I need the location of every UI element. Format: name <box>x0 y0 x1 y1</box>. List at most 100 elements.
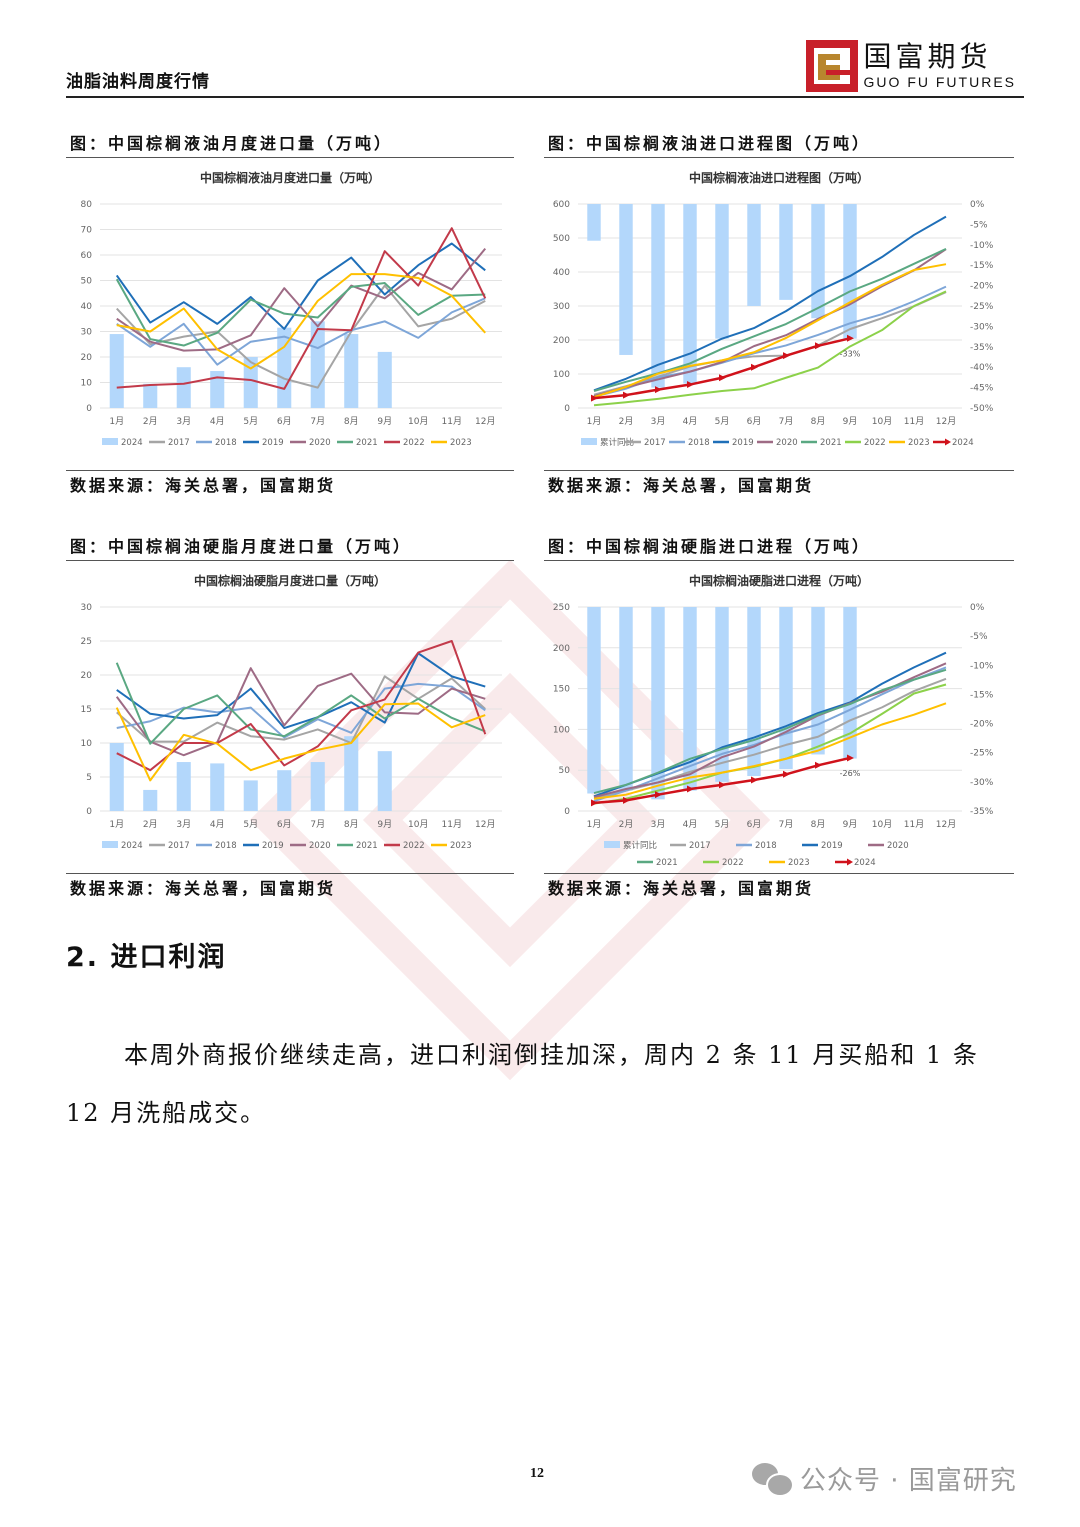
svg-text:2024: 2024 <box>854 858 876 868</box>
series-line-2018 <box>593 285 947 398</box>
bar <box>683 607 697 791</box>
series-line-2019 <box>593 215 947 392</box>
legend-item: 2018 <box>736 841 777 851</box>
chart-title: 中国棕榈液油月度进口量（万吨） <box>200 170 380 185</box>
bar <box>587 607 601 794</box>
legend-item: 2018 <box>196 841 237 851</box>
x-tick-label: 3月 <box>176 819 191 830</box>
bar <box>109 743 124 811</box>
x-tick-label: 6月 <box>277 819 292 830</box>
series-line-2021 <box>593 247 947 392</box>
y2-tick-label: -25% <box>970 749 994 759</box>
report-title: 油脂油料周度行情 <box>66 72 210 92</box>
y-tick-label: 400 <box>553 268 570 278</box>
page-header: 油脂油料周度行情 国富期货 GUO FU FUTURES <box>66 36 1024 98</box>
series-line-2021 <box>115 662 486 745</box>
x-tick-label: 7月 <box>310 416 325 427</box>
chart-palm-stearin-import-progress: 中国棕榈油硬脂进口进程（万吨） 0 50 100 150 200 250 0% -5% -10% -… <box>544 561 1014 871</box>
y-tick-label: 200 <box>553 644 570 654</box>
y-tick-label: 150 <box>553 685 570 695</box>
series-line-2021 <box>115 278 486 347</box>
series-line-2017 <box>116 284 486 389</box>
bar <box>310 762 325 811</box>
logo-mark-icon <box>805 40 858 92</box>
legend-item: 2020 <box>290 841 331 851</box>
y-tick-label: 20 <box>81 353 93 363</box>
y-tick-label: 20 <box>81 671 93 681</box>
legend-item: 2020 <box>868 841 909 851</box>
series-line-2019 <box>593 651 947 798</box>
figure-palm-olein-monthly: 图：中国棕榈液油月度进口量（万吨） 中国棕榈液油月度进口量（万吨） 0 10 20 30… <box>66 131 514 501</box>
x-tick-label: 3月 <box>176 416 191 427</box>
svg-text:2019: 2019 <box>732 438 754 448</box>
x-tick-label: 7月 <box>779 416 794 427</box>
legend-item: 累计同比 <box>604 840 657 851</box>
series-line-2023 <box>593 702 947 800</box>
legend-item: 2017 <box>625 438 666 448</box>
x-tick-label: 1月 <box>109 416 124 427</box>
y2-tick-label: -15% <box>970 261 994 271</box>
x-tick-label: 10月 <box>408 416 428 427</box>
x-tick-label: 12月 <box>936 819 956 830</box>
y-tick-label: 100 <box>553 725 570 735</box>
x-tick-label: 6月 <box>747 819 762 830</box>
x-tick-label: 3月 <box>651 416 666 427</box>
legend-item: 2020 <box>290 438 331 448</box>
y-tick-label: 0 <box>86 404 92 414</box>
y-tick-label: 0 <box>564 404 570 414</box>
bar <box>210 371 225 408</box>
y-tick-label: 30 <box>81 603 93 613</box>
x-tick-label: 1月 <box>587 819 602 830</box>
svg-text:2022: 2022 <box>722 858 744 868</box>
x-tick-label: 10月 <box>872 416 892 427</box>
chart-palm-olein-import-progress: 中国棕榈液油进口进程图（万吨） 0 100 200 300 400 500 600 0% -5% -… <box>544 158 1014 468</box>
x-tick-label: 4月 <box>210 416 225 427</box>
y-tick-label: 200 <box>553 336 570 346</box>
svg-text:累计同比: 累计同比 <box>623 840 657 851</box>
y-tick-label: 100 <box>553 370 570 380</box>
legend-item: 2023 <box>431 438 472 448</box>
legend-item: 2018 <box>669 438 710 448</box>
y2-tick-label: -45% <box>970 384 994 394</box>
wechat-account-label: 公众号 · 国富研究 <box>752 1460 1017 1497</box>
svg-text:2020: 2020 <box>309 841 331 851</box>
svg-text:2019: 2019 <box>262 438 284 448</box>
bar <box>747 607 761 777</box>
y2-tick-label: -40% <box>970 363 994 373</box>
svg-text:2023: 2023 <box>788 858 810 868</box>
bar <box>377 351 392 408</box>
svg-text:2021: 2021 <box>820 438 842 448</box>
bar <box>587 204 601 241</box>
legend-item: 2022 <box>384 841 425 851</box>
svg-text:2023: 2023 <box>450 841 472 851</box>
y-tick-label: 500 <box>553 234 570 244</box>
bar <box>779 607 793 770</box>
x-tick-label: 11月 <box>904 819 924 830</box>
y-tick-label: 30 <box>81 328 93 338</box>
legend-item: 2019 <box>802 841 843 851</box>
x-tick-label: 9月 <box>843 416 858 427</box>
x-tick-label: 2月 <box>143 819 158 830</box>
bar <box>811 204 825 319</box>
legend-item: 2022 <box>384 438 425 448</box>
y-tick-label: 10 <box>81 379 93 389</box>
y2-tick-label: -10% <box>970 241 994 251</box>
chart-title: 中国棕榈油硬脂月度进口量（万吨） <box>194 573 386 588</box>
x-tick-label: 6月 <box>747 416 762 427</box>
bar <box>176 762 191 811</box>
legend-item: 2021 <box>337 438 378 448</box>
legend-item: 2021 <box>637 858 678 868</box>
x-tick-label: 8月 <box>811 819 826 830</box>
y-tick-label: 80 <box>81 200 93 210</box>
x-tick-label: 7月 <box>779 819 794 830</box>
series-line-2022 <box>116 640 487 772</box>
series-line-2023 <box>116 273 486 370</box>
bar <box>619 204 633 355</box>
x-tick-label: 8月 <box>344 416 359 427</box>
x-tick-label: 4月 <box>210 819 225 830</box>
bar <box>344 334 359 408</box>
svg-text:2019: 2019 <box>262 841 284 851</box>
series-line-2022 <box>116 227 487 390</box>
bar <box>779 204 793 300</box>
series-line-2022 <box>593 290 947 407</box>
